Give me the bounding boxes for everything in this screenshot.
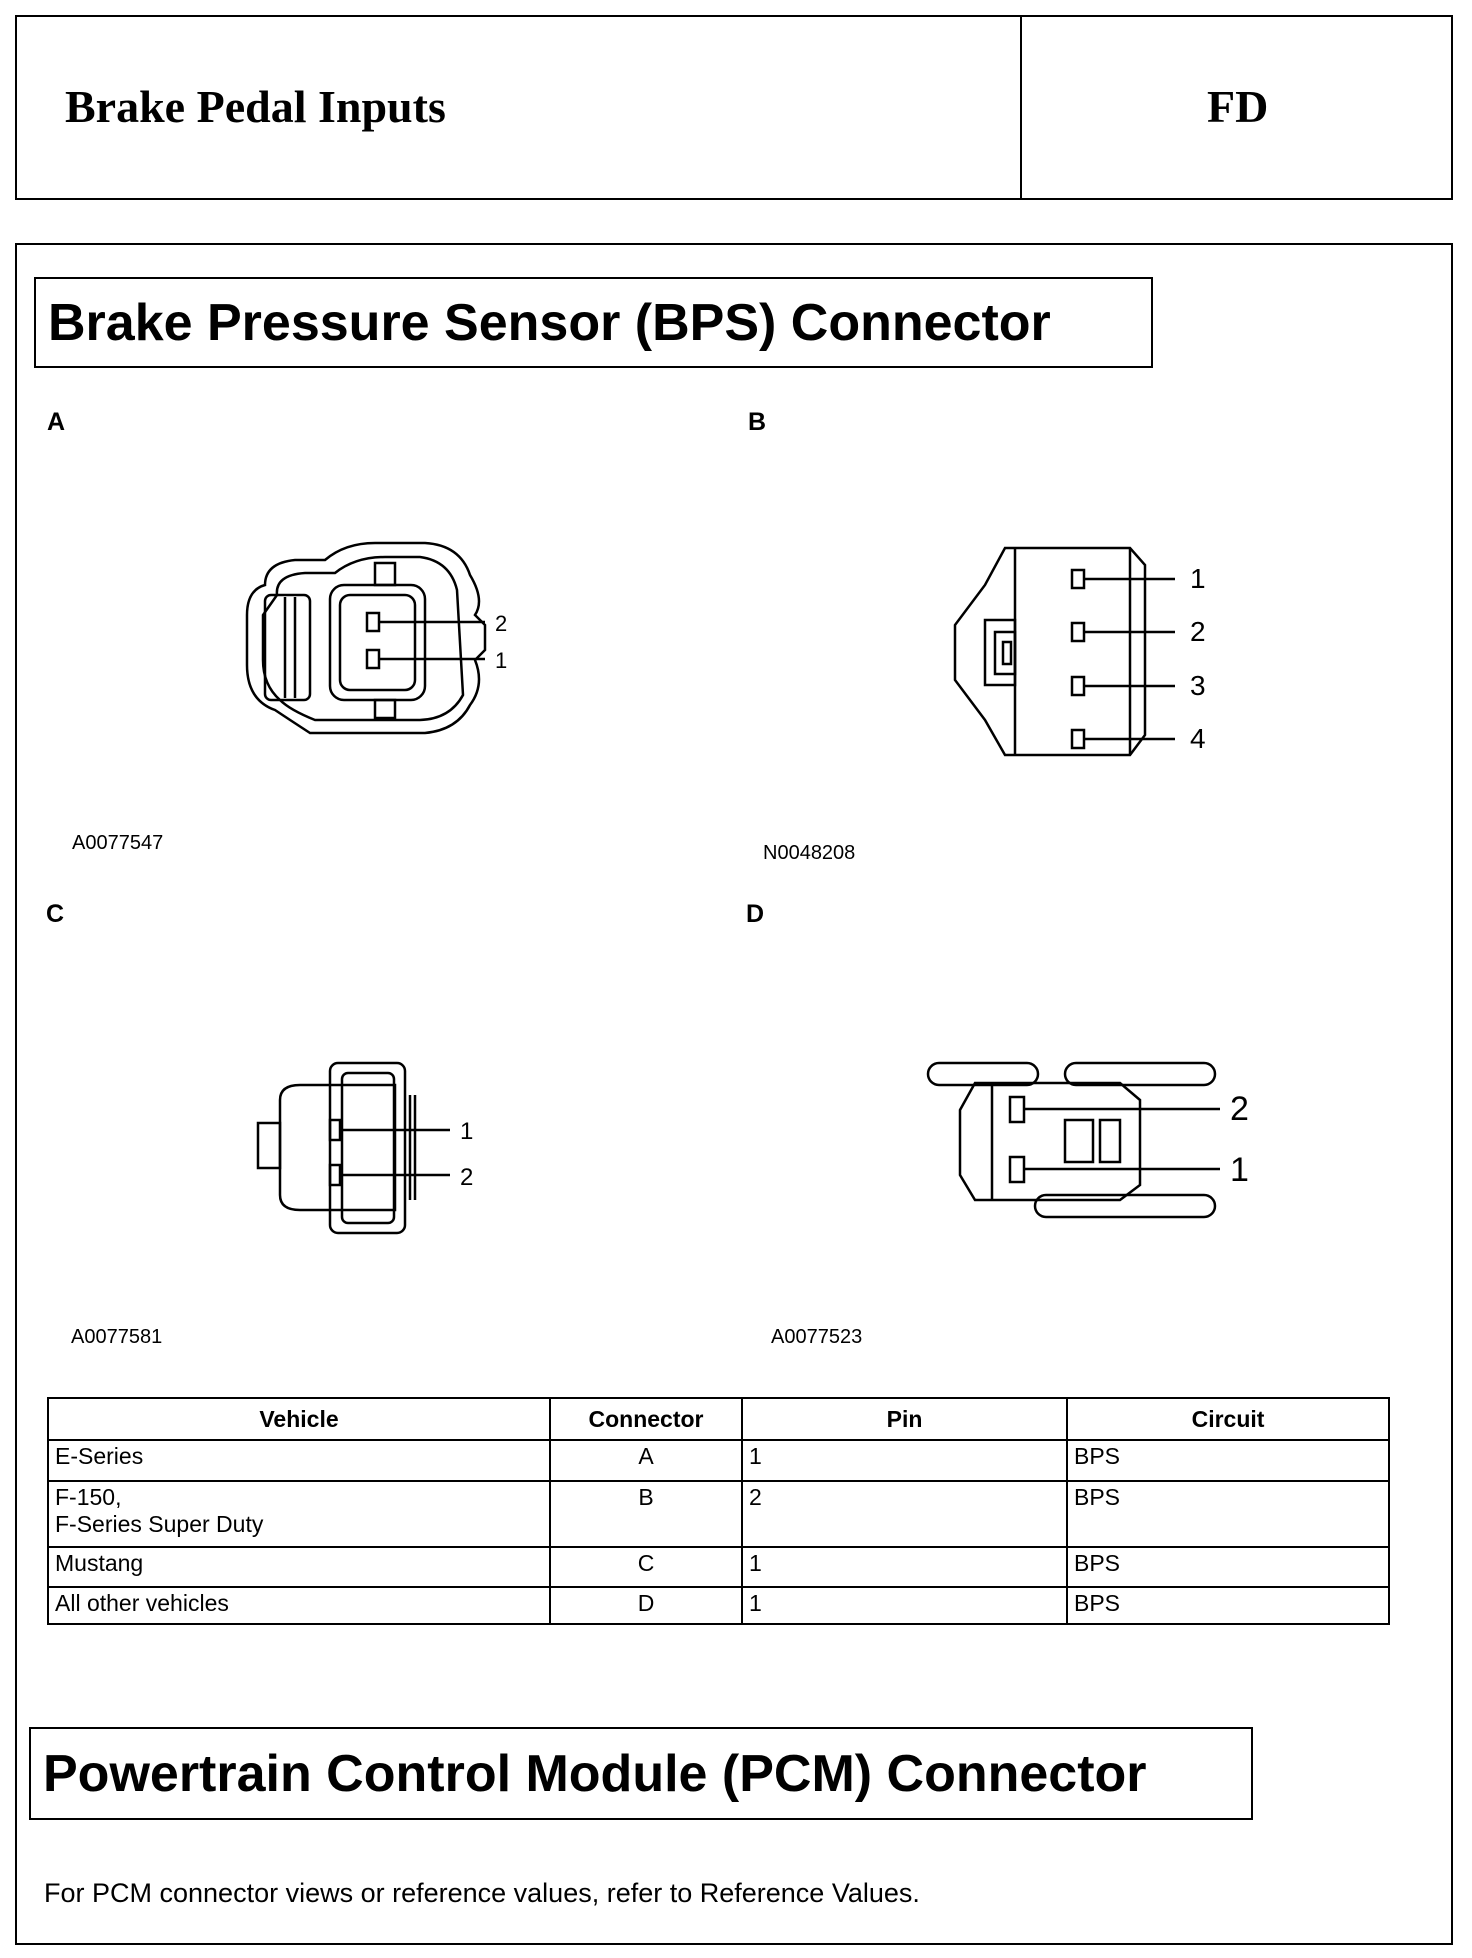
table-row: Mustang C 1 BPS <box>47 1546 1390 1588</box>
pin-label: 2 <box>460 1164 473 1191</box>
vehicle-cell: E-Series <box>47 1439 551 1482</box>
table-row: E-Series A 1 BPS <box>47 1439 1390 1482</box>
pin-label: 1 <box>1230 1151 1249 1189</box>
bps-pin-table: Vehicle Connector Pin Circuit E-Series A… <box>47 1397 1390 1625</box>
pcm-reference-text: For PCM connector views or reference val… <box>44 1878 920 1908</box>
header-divider <box>1020 17 1022 198</box>
circuit-cell: BPS <box>1066 1546 1390 1588</box>
table-row: All other vehicles D 1 BPS <box>47 1586 1390 1625</box>
pin-label: 1 <box>1190 563 1206 594</box>
connector-a-diagram: 2 1 <box>245 541 507 735</box>
figure-label-a: A <box>47 408 66 436</box>
header-box: Brake Pedal Inputs FD <box>15 15 1453 200</box>
pin-label: 4 <box>1190 723 1206 754</box>
pin-cell: 2 <box>741 1480 1068 1548</box>
table-row: F-150, F-Series Super Duty B 2 BPS <box>47 1480 1390 1548</box>
figure-label-c: C <box>46 900 65 928</box>
pin-cell: 1 <box>741 1546 1068 1588</box>
column-header: Pin <box>741 1397 1068 1441</box>
figure-code-c: A0077581 <box>71 1326 163 1348</box>
pin-label: 2 <box>1190 616 1206 647</box>
section-code: FD <box>1207 81 1269 132</box>
connector-c-diagram: 1 2 <box>256 1061 473 1235</box>
bps-section-title: Brake Pressure Sensor (BPS) Connector <box>34 277 1153 368</box>
pin-label: 1 <box>495 648 507 673</box>
connector-cell: C <box>549 1546 743 1588</box>
circuit-cell: BPS <box>1066 1480 1390 1548</box>
figure-label-b: B <box>748 408 767 436</box>
vehicle-cell: F-150, F-Series Super Duty <box>47 1480 551 1548</box>
connector-cell: B <box>549 1480 743 1548</box>
pin-label: 3 <box>1190 670 1206 701</box>
content-box <box>15 243 1453 1945</box>
vehicle-line: F-Series Super Duty <box>55 1511 264 1537</box>
pin-cell: 1 <box>741 1586 1068 1625</box>
connector-cell: A <box>549 1439 743 1482</box>
page-title: Brake Pedal Inputs <box>65 81 446 132</box>
pin-label: 1 <box>460 1118 473 1145</box>
connector-b-diagram: 1 2 3 4 <box>953 546 1206 757</box>
connector-cell: D <box>549 1586 743 1625</box>
circuit-cell: BPS <box>1066 1439 1390 1482</box>
figure-code-b: N0048208 <box>763 842 856 864</box>
pcm-section-title: Powertrain Control Module (PCM) Connecto… <box>29 1727 1253 1820</box>
vehicle-cell: Mustang <box>47 1546 551 1588</box>
figure-code-a: A0077547 <box>72 832 164 854</box>
pin-cell: 1 <box>741 1439 1068 1482</box>
connector-d-diagram: 2 1 <box>926 1061 1249 1219</box>
vehicle-line: F-150, <box>55 1484 122 1510</box>
column-header: Circuit <box>1066 1397 1390 1441</box>
pin-label: 2 <box>1230 1090 1249 1128</box>
pin-label: 2 <box>495 611 507 636</box>
vehicle-cell: All other vehicles <box>47 1586 551 1625</box>
column-header: Vehicle <box>47 1397 551 1441</box>
column-header: Connector <box>549 1397 743 1441</box>
circuit-cell: BPS <box>1066 1586 1390 1625</box>
figure-code-d: A0077523 <box>771 1326 863 1348</box>
figure-label-d: D <box>746 900 765 928</box>
